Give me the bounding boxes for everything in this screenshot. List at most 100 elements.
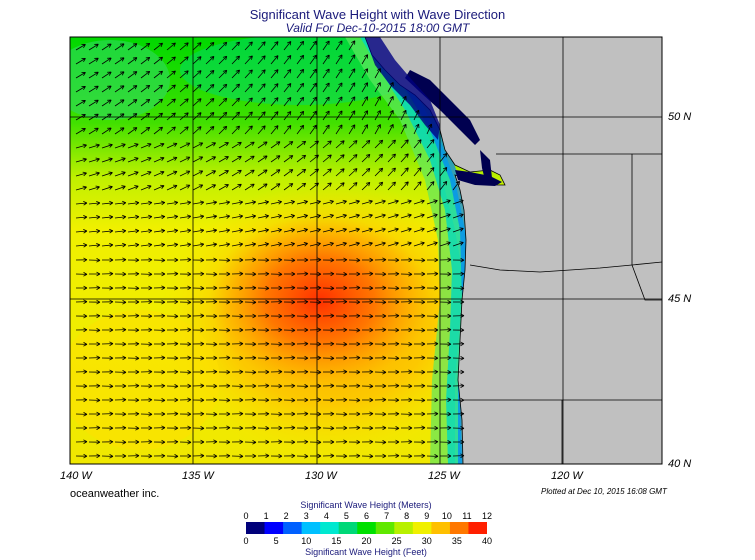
direction-arrow <box>231 55 241 65</box>
direction-arrow <box>244 125 253 135</box>
direction-arrow <box>309 241 321 247</box>
direction-arrow <box>439 241 451 247</box>
direction-arrow <box>452 271 465 277</box>
direction-arrow <box>452 257 465 263</box>
direction-arrow <box>140 214 153 220</box>
direction-arrow <box>231 411 244 416</box>
direction-arrow <box>114 43 125 51</box>
direction-arrow <box>283 313 296 319</box>
direction-arrow <box>361 153 371 163</box>
direction-arrow <box>114 157 126 163</box>
direction-arrow <box>244 97 253 107</box>
direction-arrow <box>283 242 295 247</box>
direction-arrow <box>348 199 360 205</box>
direction-arrow <box>206 425 218 431</box>
direction-arrow <box>205 299 218 304</box>
direction-arrow <box>270 228 283 233</box>
direction-arrow <box>192 242 205 247</box>
direction-arrow <box>335 199 347 205</box>
direction-arrow <box>140 70 151 79</box>
direction-arrow <box>335 110 343 121</box>
direction-arrow <box>231 355 244 361</box>
direction-arrow <box>283 183 294 191</box>
direction-arrow <box>322 96 330 107</box>
direction-arrow <box>193 299 205 305</box>
direction-arrow <box>270 439 283 444</box>
direction-arrow <box>270 214 283 219</box>
direction-arrow <box>114 57 125 65</box>
direction-arrow <box>192 42 202 51</box>
direction-arrow <box>166 341 179 346</box>
direction-arrow <box>361 314 374 319</box>
direction-arrow <box>140 242 153 248</box>
direction-arrow <box>179 70 189 79</box>
direction-arrow <box>75 257 88 263</box>
direction-arrow <box>439 425 452 431</box>
direction-arrow <box>400 213 412 219</box>
direction-arrow <box>218 439 231 445</box>
direction-arrow <box>218 156 229 163</box>
direction-arrow <box>244 214 257 219</box>
direction-arrow <box>153 156 165 163</box>
direction-arrow <box>453 299 465 305</box>
direction-arrow <box>192 397 205 403</box>
direction-arrow <box>219 341 231 347</box>
direction-arrow <box>115 313 127 319</box>
direction-arrow <box>192 126 202 135</box>
direction-arrow <box>218 453 231 459</box>
direction-arrow <box>270 169 281 177</box>
direction-arrow <box>244 69 253 79</box>
lon-label-125w: 125 W <box>428 470 460 482</box>
colorbar-feet-tick: 20 <box>361 536 372 546</box>
direction-arrow <box>231 125 241 135</box>
direction-arrow <box>400 181 409 191</box>
direction-arrow <box>297 257 309 263</box>
direction-arrow <box>127 85 138 93</box>
direction-arrow <box>140 98 151 107</box>
direction-arrow <box>89 271 101 277</box>
direction-arrow <box>387 213 399 219</box>
direction-arrow <box>101 425 114 431</box>
direction-arrow <box>426 355 439 361</box>
direction-arrow <box>284 341 296 347</box>
direction-arrow <box>231 83 241 93</box>
direction-arrow <box>76 425 88 431</box>
direction-arrow <box>439 227 451 233</box>
direction-arrow <box>140 84 151 93</box>
direction-arrow <box>88 71 99 79</box>
direction-arrow <box>205 156 216 163</box>
direction-arrow <box>179 200 192 206</box>
direction-arrow <box>153 453 166 459</box>
colorbar-title-meters: Significant Wave Height (Meters) <box>300 500 432 510</box>
direction-arrow <box>192 170 204 177</box>
direction-arrow <box>374 181 384 191</box>
direction-arrow <box>296 355 309 361</box>
direction-arrow <box>127 257 140 263</box>
direction-arrow <box>153 285 166 290</box>
direction-arrow <box>322 54 330 65</box>
direction-arrow <box>426 384 439 389</box>
direction-arrow <box>166 56 176 65</box>
direction-arrow <box>244 440 257 445</box>
direction-arrow <box>323 369 335 375</box>
direction-arrow <box>166 314 179 319</box>
direction-arrow <box>309 257 322 262</box>
colorbar-swatch <box>431 522 451 534</box>
direction-arrow <box>88 328 101 333</box>
direction-arrow <box>309 96 317 107</box>
direction-arrow <box>348 54 356 65</box>
direction-arrow <box>348 328 361 333</box>
direction-arrow <box>88 228 101 234</box>
direction-arrow <box>141 425 153 431</box>
direction-arrow <box>322 182 332 191</box>
direction-arrow <box>75 185 87 191</box>
direction-arrow <box>101 285 114 291</box>
direction-arrow <box>257 83 266 93</box>
direction-arrow <box>192 356 205 361</box>
direction-arrow <box>206 285 218 291</box>
direction-arrow <box>296 110 305 121</box>
direction-arrow <box>413 227 425 233</box>
direction-arrow <box>335 257 348 263</box>
direction-arrow <box>179 142 191 149</box>
direction-arrow <box>88 299 101 305</box>
